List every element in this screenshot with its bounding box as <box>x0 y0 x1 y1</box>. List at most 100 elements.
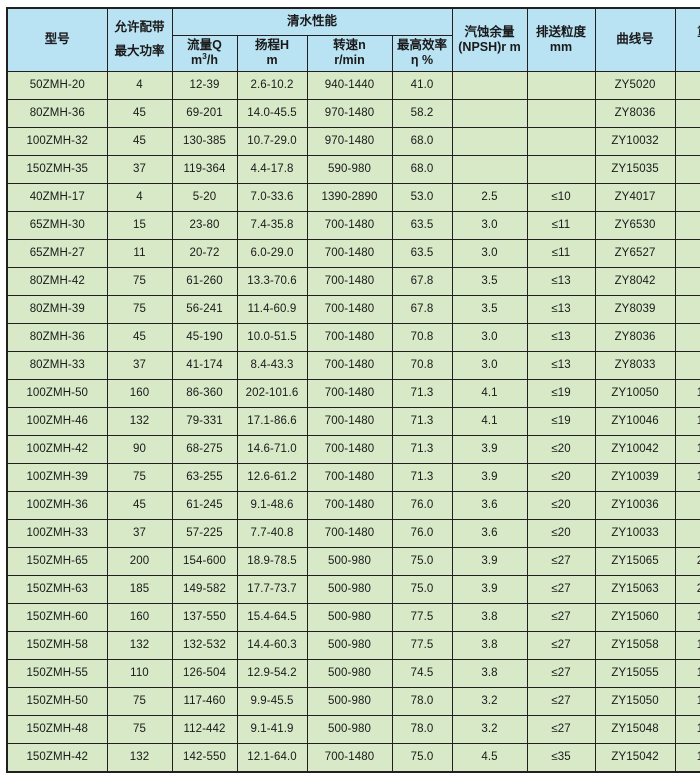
cell-grain-size <box>526 126 596 156</box>
cell-weight: 1760 <box>674 658 700 688</box>
cell-speed: 700-1480 <box>306 742 393 772</box>
cell-efficiency: 67.8 <box>391 266 453 296</box>
cell-model: 150ZMH-35 <box>6 154 108 184</box>
weight-header-line1: 重量 <box>677 25 700 40</box>
cell-flow: 149-582 <box>171 574 238 604</box>
cell-npsh: 3.0 <box>451 350 528 380</box>
cell-efficiency: 75.0 <box>391 546 453 576</box>
cell-npsh: 3.9 <box>451 574 528 604</box>
cell-curve-no: ZY10050 <box>594 378 676 408</box>
npsh-header-line1: 汽蚀余量 <box>464 24 515 39</box>
cell-power: 15 <box>106 210 173 240</box>
cell-power: 132 <box>106 406 173 436</box>
cell-curve-no: ZY15063 <box>594 574 676 604</box>
cell-head: 12.1-64.0 <box>236 742 308 772</box>
cell-grain-size: ≤27 <box>526 658 596 688</box>
cell-efficiency: 71.3 <box>391 462 453 492</box>
cell-grain-size: ≤11 <box>526 210 596 240</box>
cell-weight: 860 <box>674 350 700 380</box>
cell-grain-size: ≤27 <box>526 574 596 604</box>
cell-power: 4 <box>106 70 173 100</box>
cell-speed: 1390-2890 <box>306 182 393 212</box>
cell-npsh: 3.2 <box>451 714 528 744</box>
cell-power: 45 <box>106 126 173 156</box>
cell-weight: 870 <box>674 518 700 548</box>
cell-grain-size: ≤19 <box>526 378 596 408</box>
cell-power: 90 <box>106 434 173 464</box>
power-header-line1: 允许配带 <box>114 20 165 34</box>
cell-power: 75 <box>106 266 173 296</box>
cell-npsh: 4.1 <box>451 406 528 436</box>
cell-speed: 700-1480 <box>306 406 393 436</box>
cell-efficiency: 71.3 <box>391 406 453 436</box>
cell-efficiency: 41.0 <box>391 70 453 100</box>
cell-weight: 1440 <box>674 378 700 408</box>
grain-header-line2: mm <box>549 39 573 54</box>
cell-efficiency: 75.0 <box>391 742 453 772</box>
cell-model: 150ZMH-50 <box>6 686 108 716</box>
column-header-weight: 重量 kg <box>674 7 700 72</box>
cell-model: 100ZMH-50 <box>6 378 108 408</box>
column-header-flow: 流量Q m3/h <box>171 35 238 72</box>
cell-weight: 795 <box>674 238 700 268</box>
cell-npsh: 3.9 <box>451 462 528 492</box>
cell-grain-size: ≤19 <box>526 406 596 436</box>
cell-weight: 945 <box>674 294 700 324</box>
speed-header-line1: 转速n <box>333 38 366 52</box>
column-header-grain-size: 排送粒度 mm <box>526 7 596 72</box>
cell-flow: 23-80 <box>171 210 238 240</box>
cell-speed: 700-1480 <box>306 294 393 324</box>
cell-npsh: 3.8 <box>451 658 528 688</box>
cell-curve-no: ZY15035 <box>594 154 676 184</box>
cell-weight: 890 <box>674 490 700 520</box>
grain-header-line1: 排送粒度 <box>536 24 587 39</box>
cell-efficiency: 70.8 <box>391 350 453 380</box>
cell-curve-no: ZY15048 <box>594 714 676 744</box>
cell-flow: 20-72 <box>171 238 238 268</box>
cell-npsh: 4.1 <box>451 378 528 408</box>
cell-speed: 500-980 <box>306 574 393 604</box>
cell-head: 7.7-40.8 <box>236 518 308 548</box>
cell-npsh: 3.2 <box>451 686 528 716</box>
cell-weight: 1800 <box>674 602 700 632</box>
table-row: 150ZMH-48 75 112-442 9.1-41.9 500-980 78.0 3.2… <box>6 714 700 744</box>
table-row: 80ZMH-33 37 41-174 8.4-43.3 700-1480 70.8 3.0 ≤… <box>6 350 700 380</box>
cell-curve-no: ZY6527 <box>594 238 676 268</box>
cell-grain-size <box>526 154 596 184</box>
cell-power: 37 <box>106 350 173 380</box>
table-row: 65ZMH-30 15 23-80 7.4-35.8 700-1480 63.5 3.0 ≤1… <box>6 210 700 240</box>
cell-grain-size: ≤11 <box>526 238 596 268</box>
cell-flow: 137-550 <box>171 602 238 632</box>
cell-power: 75 <box>106 686 173 716</box>
cell-model: 100ZMH-32 <box>6 126 108 156</box>
cell-grain-size: ≤27 <box>526 686 596 716</box>
cell-speed: 700-1480 <box>306 350 393 380</box>
cell-speed: 700-1480 <box>306 434 393 464</box>
cell-head: 2.6-10.2 <box>236 70 308 100</box>
cell-curve-no: ZY8039 <box>594 294 676 324</box>
cell-head: 10.7-29.0 <box>236 126 308 156</box>
cell-power: 4 <box>106 182 173 212</box>
table-row: 100ZMH-32 45 130-385 10.7-29.0 970-1480 68.0 Z… <box>6 126 700 156</box>
cell-curve-no: ZY15065 <box>594 546 676 576</box>
cell-head: 18.9-78.5 <box>236 546 308 576</box>
cell-head: 14.0-45.5 <box>236 98 308 128</box>
cell-curve-no: ZY15060 <box>594 602 676 632</box>
cell-weight: 1610 <box>674 714 700 744</box>
table-row: 80ZMH-39 75 56-241 11.4-60.9 700-1480 67.8 3.5… <box>6 294 700 324</box>
cell-weight: 1310 <box>674 406 700 436</box>
header-row-top: 型号 允许配带 最大功率 清水性能 汽蚀余量 (NPSH)r m 排送粒度 mm… <box>6 7 700 72</box>
cell-flow: 154-600 <box>171 546 238 576</box>
cell-head: 9.9-45.5 <box>236 686 308 716</box>
cell-model: 150ZMH-65 <box>6 546 108 576</box>
cell-speed: 590-980 <box>306 154 393 184</box>
cell-efficiency: 78.0 <box>391 714 453 744</box>
cell-head: 17.1-86.6 <box>236 406 308 436</box>
cell-npsh: 3.9 <box>451 546 528 576</box>
cell-flow: 61-260 <box>171 266 238 296</box>
cell-model: 150ZMH-63 <box>6 574 108 604</box>
table-row: 150ZMH-50 75 117-460 9.9-45.5 500-980 78.0 3.2… <box>6 686 700 716</box>
cell-npsh: 3.0 <box>451 238 528 268</box>
cell-speed: 500-980 <box>306 630 393 660</box>
